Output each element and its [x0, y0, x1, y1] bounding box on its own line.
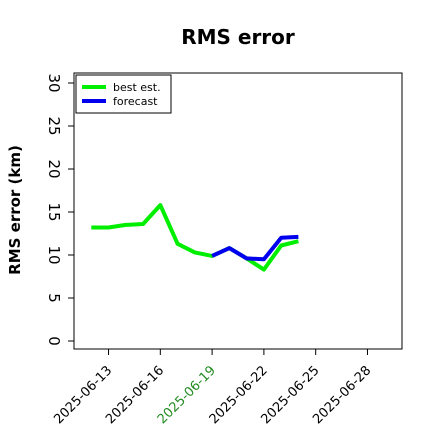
y-tick-label: 30	[45, 73, 63, 92]
legend-label-forecast: forecast	[113, 95, 158, 108]
legend-label-best-est: best est.	[113, 81, 161, 94]
y-tick-label: 20	[45, 159, 63, 178]
x-axis-ticks: 2025-06-132025-06-162025-06-192025-06-22…	[51, 349, 374, 427]
y-tick-label: 0	[45, 336, 63, 346]
y-axis-ticks: 0 5 10 15 20 25 30	[45, 73, 74, 346]
legend-box	[75, 74, 172, 114]
series-line-best-est	[91, 203, 299, 272]
series-layer	[91, 203, 299, 272]
chart-title: RMS error	[181, 25, 295, 49]
y-axis-label: RMS error (km)	[6, 145, 24, 275]
y-tick-label: 25	[45, 116, 63, 135]
series-line-forecast	[211, 234, 299, 262]
y-tick-label: 10	[45, 245, 63, 264]
y-tick-label: 15	[45, 202, 63, 221]
plot-frame	[73, 72, 403, 350]
legend: best est. forecast	[75, 74, 172, 114]
y-tick-label: 5	[45, 293, 63, 303]
